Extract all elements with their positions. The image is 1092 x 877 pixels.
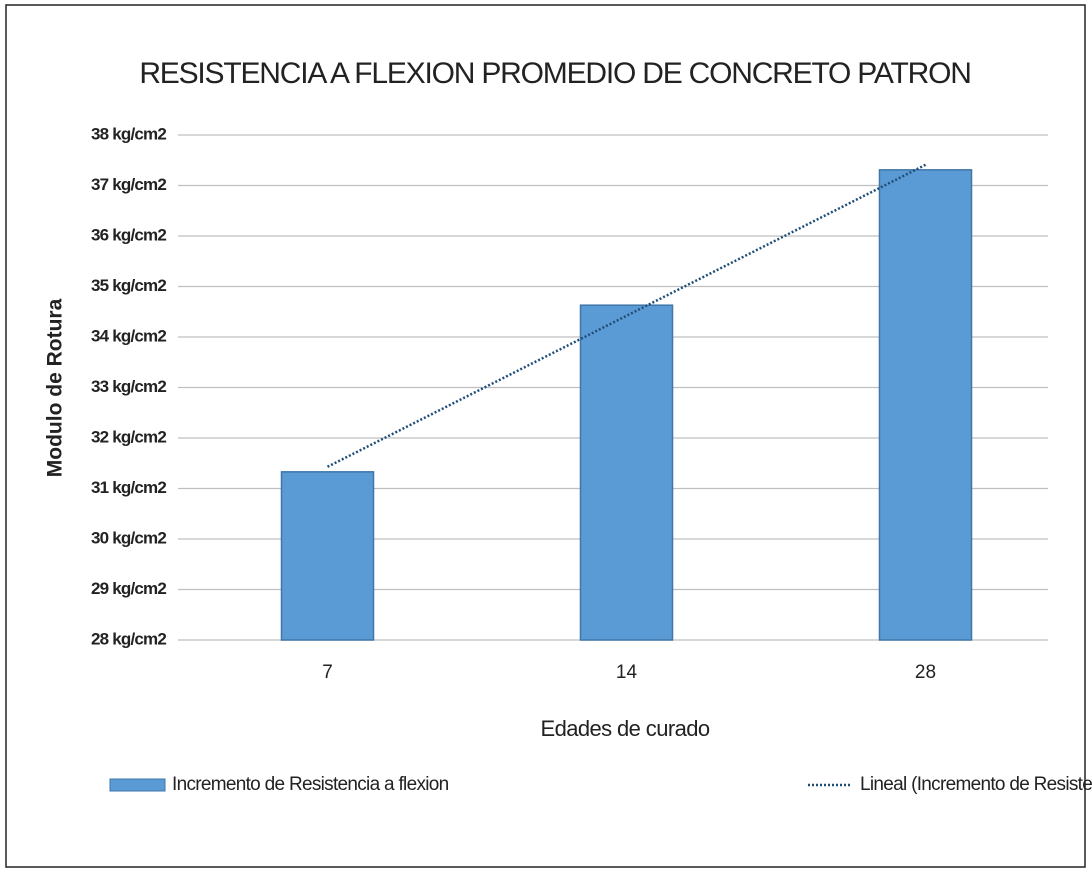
- y-tick-label: 32 kg/cm2: [91, 427, 166, 446]
- y-tick-label: 31 kg/cm2: [91, 478, 166, 497]
- y-tick-label: 28 kg/cm2: [91, 629, 166, 648]
- y-tick-label: 37 kg/cm2: [91, 175, 166, 194]
- legend-label: Incremento de Resistencia a flexion: [172, 774, 449, 795]
- x-tick-label: 7: [322, 662, 333, 683]
- y-tick-label: 33 kg/cm2: [91, 377, 166, 396]
- y-tick-label: 36 kg/cm2: [91, 225, 166, 244]
- bar: [579, 304, 674, 641]
- x-tick-label: 14: [616, 662, 638, 683]
- legend-swatch: [109, 778, 166, 792]
- bar: [878, 169, 973, 641]
- y-tick-label: 34 kg/cm2: [91, 326, 166, 345]
- x-axis-label: Edades de curado: [541, 716, 710, 741]
- y-tick-label: 35 kg/cm2: [91, 276, 166, 295]
- y-axis-label: Modulo de Rotura: [44, 298, 67, 477]
- y-tick-label: 29 kg/cm2: [91, 579, 166, 598]
- legend-label: Lineal (Incremento de Resistencia a flex…: [860, 774, 1092, 795]
- y-tick-label: 30 kg/cm2: [91, 528, 166, 547]
- x-tick-label: 28: [915, 662, 936, 683]
- chart-title: RESISTENCIA A FLEXION PROMEDIO DE CONCRE…: [139, 57, 970, 90]
- y-tick-label: 38 kg/cm2: [91, 124, 166, 143]
- bar: [280, 471, 375, 641]
